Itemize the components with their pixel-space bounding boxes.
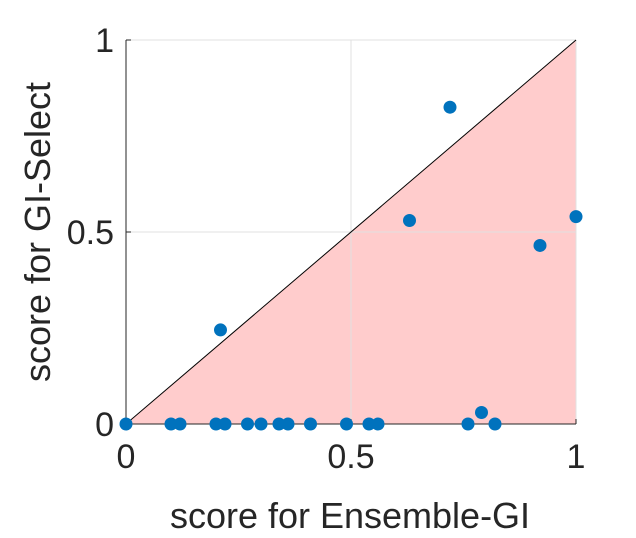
data-point bbox=[443, 100, 457, 114]
y-tick-label: 1 bbox=[95, 22, 114, 60]
data-point bbox=[272, 417, 286, 431]
x-tick-label: 0 bbox=[117, 438, 136, 476]
data-point bbox=[173, 417, 187, 431]
x-axis-title: score for Ensemble-GI bbox=[170, 495, 530, 536]
data-point bbox=[218, 417, 232, 431]
data-point bbox=[371, 417, 385, 431]
data-point bbox=[304, 417, 317, 431]
y-tick-label: 0.5 bbox=[67, 214, 114, 252]
data-point bbox=[475, 405, 488, 419]
data-point bbox=[281, 417, 295, 431]
data-point bbox=[488, 417, 502, 431]
data-point bbox=[119, 417, 133, 431]
data-point bbox=[254, 417, 268, 431]
y-axis-title: score for GI-Select bbox=[17, 82, 58, 382]
data-point bbox=[241, 417, 254, 431]
data-point bbox=[569, 210, 583, 224]
x-tick-label: 1 bbox=[567, 438, 586, 476]
data-point bbox=[533, 238, 547, 252]
data-point bbox=[214, 323, 227, 337]
data-point bbox=[362, 417, 376, 431]
x-tick-label: 0.5 bbox=[327, 438, 374, 476]
data-point bbox=[340, 417, 353, 431]
data-point bbox=[403, 213, 416, 227]
data-point bbox=[461, 417, 475, 431]
y-tick-label: 0 bbox=[95, 406, 114, 444]
data-point bbox=[209, 417, 223, 431]
diagonal-line bbox=[125, 39, 577, 425]
plot-area: 0 0.5 1 0 0.5 1 bbox=[67, 22, 586, 476]
data-point bbox=[164, 417, 178, 431]
